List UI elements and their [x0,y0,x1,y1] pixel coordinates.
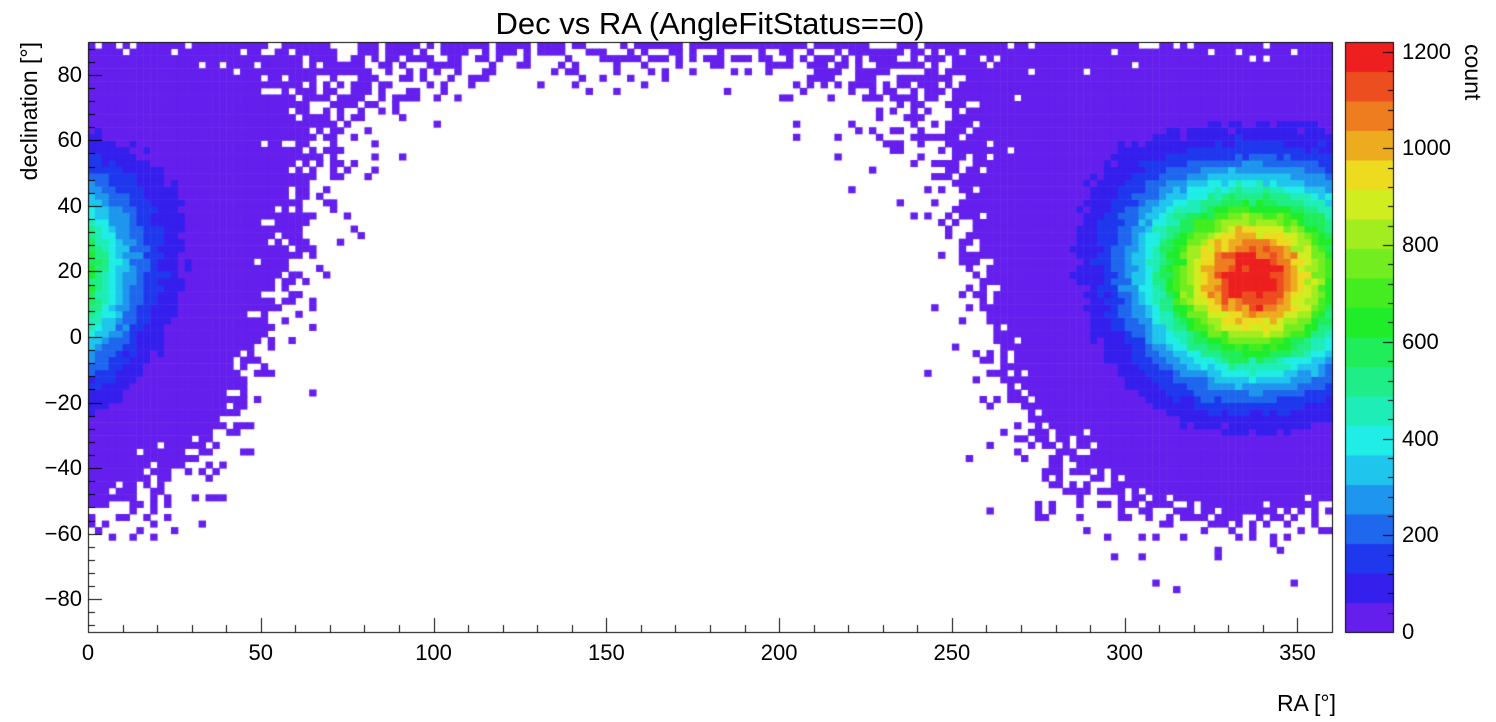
x-tick-label: 350 [1279,640,1316,665]
y-tick-label: −60 [44,520,82,546]
x-tick-label: 250 [933,640,971,665]
y-tick-label: −80 [44,586,82,612]
x-tick-label: 150 [587,640,625,665]
y-tick-label: −20 [44,389,82,415]
z-tick-label: 0 [1402,619,1415,644]
y-tick-label: −40 [44,455,82,481]
y-tick-label: 40 [57,192,82,218]
x-axis-title: RA [°] [1276,690,1336,716]
z-tick-label: 200 [1402,522,1439,548]
x-tick-label: 200 [760,640,798,665]
x-tick-label: 50 [248,640,273,665]
y-tick-label: 60 [57,127,82,153]
y-tick-label: 0 [69,324,82,349]
z-tick-label: 400 [1402,425,1439,451]
y-tick-label: 20 [57,258,82,284]
x-tick-label: 100 [415,640,452,665]
chart-title: Dec vs RA (AngleFitStatus==0) [495,6,925,41]
z-tick-label: 1200 [1402,38,1451,64]
z-tick-label: 1000 [1402,135,1451,161]
x-tick-label: 0 [81,640,95,665]
y-tick-label: 80 [57,61,82,87]
z-tick-label: 600 [1402,328,1439,354]
z-tick-label: 800 [1402,232,1439,258]
x-tick-label: 300 [1106,640,1144,665]
